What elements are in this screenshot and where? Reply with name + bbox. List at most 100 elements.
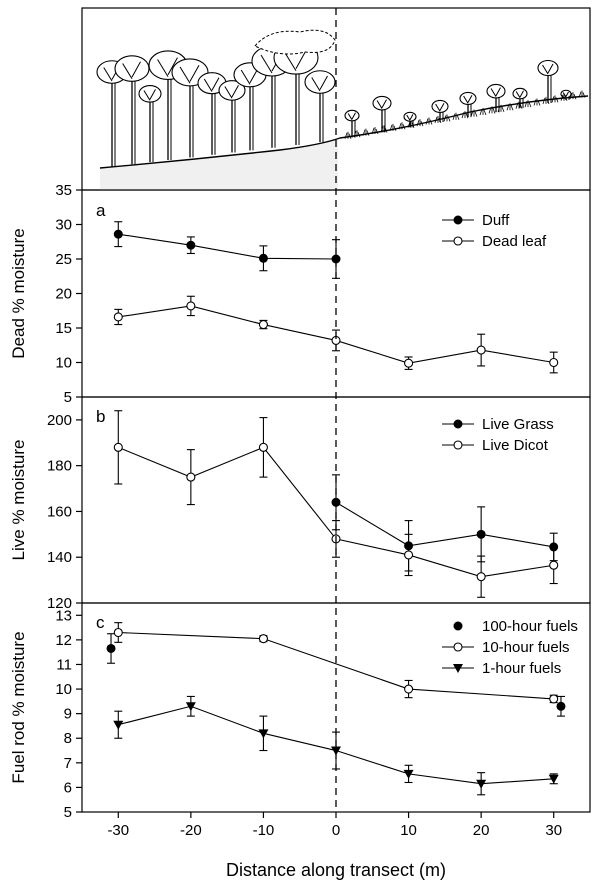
legend-marker (453, 440, 463, 450)
tree (512, 87, 528, 108)
series-10-hour-fuels (113, 622, 559, 704)
tree (403, 111, 417, 128)
x-tick-label: 20 (473, 822, 490, 839)
data-point (404, 550, 414, 560)
data-point (258, 442, 268, 452)
series-line (335, 501, 554, 548)
data-point (549, 694, 559, 704)
x-axis: -30 -20 -10 0 10 20 30 (107, 812, 562, 839)
tree (138, 85, 162, 163)
tree (486, 83, 506, 113)
series-1-hour-fuels (113, 695, 559, 796)
data-point (476, 779, 487, 789)
y-tick-label: 15 (55, 320, 72, 337)
y-tick-label: 5 (64, 804, 72, 821)
legend-entry: Live Grass (442, 416, 554, 433)
legend-label: Duff (482, 212, 510, 229)
data-point (404, 684, 414, 694)
x-tick-label: 10 (400, 822, 417, 839)
y-tick-label: 7 (64, 755, 72, 772)
legend-entry: 100-hour fuels (453, 618, 578, 635)
y-tick-label: 35 (55, 182, 72, 199)
legend-marker (453, 621, 463, 631)
y-tick-label: 30 (55, 217, 72, 234)
data-point (258, 319, 268, 330)
legend-label: Live Dicot (482, 437, 549, 454)
x-tick-label: -10 (253, 822, 275, 839)
legend-label: 100-hour fuels (482, 618, 578, 635)
legend-label: 1-hour fuels (482, 660, 561, 677)
legend-marker (453, 419, 463, 429)
y-tick-label: 140 (47, 549, 72, 566)
data-point (476, 529, 486, 539)
series-dead-leaf (113, 295, 559, 374)
series-line (118, 233, 337, 260)
y-axis-label: Live % moisture (9, 440, 28, 561)
legend-marker (453, 664, 463, 673)
x-tick-label: -20 (180, 822, 202, 839)
data-point (258, 253, 268, 263)
data-point (106, 643, 116, 653)
legend-entry: Live Dicot (442, 437, 549, 454)
panel-b: 120 140 160 180 200 Live % moisture b Live Gras… (9, 396, 591, 612)
tree (304, 70, 336, 143)
data-point (113, 442, 123, 452)
y-tick-label: 25 (55, 251, 72, 268)
y-tick-label: 200 (47, 412, 72, 429)
legend-entry: Duff (442, 212, 510, 229)
data-point (403, 769, 414, 779)
legend-entry: Dead leaf (442, 233, 547, 250)
data-point (476, 572, 486, 582)
tree-silhouettes (96, 29, 586, 167)
y-axis-label: Dead % moisture (9, 228, 28, 358)
y-tick-label: 11 (56, 656, 72, 673)
tree (431, 99, 449, 123)
y-tick-label: 6 (64, 779, 72, 796)
data-point (549, 357, 559, 368)
data-point (258, 729, 269, 739)
data-point (186, 301, 196, 311)
data-point (476, 345, 486, 355)
series-live-grass (331, 474, 559, 572)
data-point (549, 560, 559, 570)
legend-marker (453, 642, 463, 652)
y-tick-label: 8 (64, 730, 72, 747)
y-tick-label: 9 (64, 706, 72, 723)
y-tick-label: 120 (47, 595, 72, 612)
panel-a: 5 10 15 20 25 30 35 Dead % moisture a Duff Dead le… (9, 182, 591, 406)
legend-entry: 1-hour fuels (442, 660, 561, 677)
legend-label: Live Grass (482, 416, 554, 433)
y-tick-label: 5 (64, 389, 72, 406)
legend-marker (453, 236, 463, 246)
panel-letter: c (96, 613, 105, 632)
y-tick-label: 10 (55, 681, 72, 698)
panel-frame (81, 189, 591, 398)
x-axis-label: Distance along transect (m) (226, 860, 446, 880)
data-point (258, 634, 268, 644)
y-tick-label: 13 (55, 607, 72, 624)
legend-marker (453, 215, 463, 225)
legend-entry: 10-hour fuels (442, 639, 570, 656)
x-tick-label: 0 (332, 822, 340, 839)
x-tick-label: -30 (107, 822, 129, 839)
tree (218, 80, 246, 153)
data-point (331, 746, 341, 756)
tree (459, 91, 477, 118)
tree (372, 95, 392, 133)
tree (537, 59, 559, 104)
panel-c: 5 6 7 8 9 10 11 12 13 Fuel rod % moisture c 100-hou… (9, 602, 591, 821)
y-tick-label: 160 (47, 503, 72, 520)
data-point (404, 358, 414, 368)
ground-line (99, 95, 589, 169)
data-point (556, 701, 566, 711)
data-point (186, 240, 196, 250)
data-point (186, 472, 196, 482)
legend-label: 10-hour fuels (482, 639, 570, 656)
y-axis-label: Fuel rod % moisture (9, 631, 28, 783)
panel-letter: a (96, 201, 106, 220)
series-100-hour-fuels (106, 633, 566, 717)
series-duff (113, 221, 341, 279)
legend-label: Dead leaf (482, 233, 547, 250)
data-point (185, 702, 196, 712)
